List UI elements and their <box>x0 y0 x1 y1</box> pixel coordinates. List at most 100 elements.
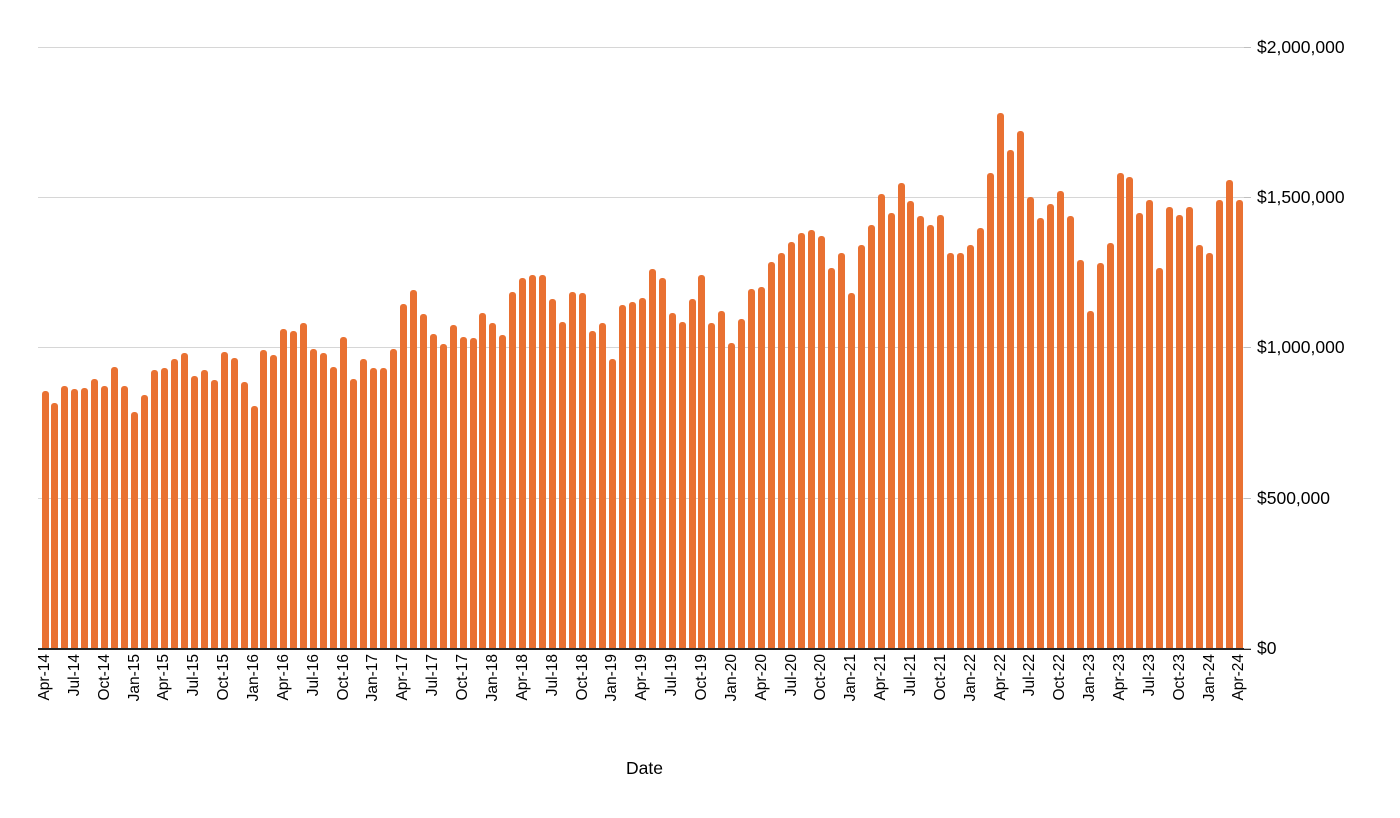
bar-Feb-20 <box>738 319 746 648</box>
bar-May-17 <box>409 290 417 648</box>
x-tick-label: Jan-19 <box>603 654 621 702</box>
bar-Sep-22 <box>1046 204 1054 648</box>
bar-Dec-22 <box>1076 260 1084 648</box>
bar-Jan-21 <box>847 293 855 648</box>
x-tick-label: Apr-18 <box>513 654 531 701</box>
x-tick-label: Jan-21 <box>842 654 860 702</box>
x-tick-label: Oct-22 <box>1051 654 1069 701</box>
bar-Jun-16 <box>300 323 308 648</box>
x-tick-label: Jul-23 <box>1140 654 1158 697</box>
bar-Jun-18 <box>539 275 547 648</box>
bar-Jul-16 <box>310 349 318 648</box>
x-tick-label: Jul-20 <box>782 654 800 697</box>
bar-May-16 <box>290 331 298 648</box>
x-tick-label: Apr-16 <box>274 654 292 701</box>
bar-May-14 <box>51 403 59 648</box>
bar-Oct-14 <box>101 386 109 648</box>
bar-Sep-15 <box>210 380 218 648</box>
bar-Aug-18 <box>559 322 567 648</box>
bar-Mar-23 <box>1106 243 1114 648</box>
bar-Jan-23 <box>1086 311 1094 648</box>
bar-Feb-15 <box>141 395 149 648</box>
bar-Dec-21 <box>957 253 965 648</box>
bar-Apr-20 <box>758 287 766 648</box>
bar-Jan-17 <box>369 368 377 648</box>
bar-Oct-16 <box>340 337 348 648</box>
bar-Feb-17 <box>379 368 387 648</box>
bar-Jan-20 <box>728 343 736 648</box>
bar-Dec-23 <box>1196 245 1204 648</box>
bar-Aug-19 <box>678 322 686 648</box>
bar-Nov-23 <box>1186 207 1194 648</box>
bar-Apr-19 <box>638 298 646 648</box>
bar-Nov-21 <box>947 253 955 648</box>
bar-Oct-19 <box>698 275 706 648</box>
x-tick-label: Jan-22 <box>961 654 979 702</box>
bar-Aug-16 <box>320 353 328 648</box>
bar-Jun-15 <box>180 353 188 648</box>
y-axis-tick <box>1244 196 1251 198</box>
x-tick-label: Oct-18 <box>573 654 591 701</box>
bar-Dec-16 <box>360 359 368 648</box>
bar-May-22 <box>1007 150 1015 648</box>
bar-Jul-17 <box>429 334 437 648</box>
x-tick-label: Jan-17 <box>364 654 382 702</box>
gridline <box>38 196 1251 198</box>
x-tick-label: Oct-23 <box>1170 654 1188 701</box>
x-tick-label: Apr-20 <box>752 654 770 701</box>
bar-Feb-18 <box>499 335 507 648</box>
bar-Nov-19 <box>708 323 716 648</box>
x-tick-label: Oct-15 <box>215 654 233 701</box>
x-tick-label: Jul-16 <box>304 654 322 697</box>
bar-Nov-17 <box>469 338 477 648</box>
bar-Aug-21 <box>917 216 925 648</box>
bar-Feb-24 <box>1216 200 1224 648</box>
bar-Apr-15 <box>160 368 168 648</box>
bar-Aug-20 <box>798 233 805 648</box>
bar-Sep-20 <box>807 230 815 648</box>
bar-Jul-18 <box>549 299 557 648</box>
bar-Apr-23 <box>1116 173 1124 648</box>
bar-Apr-14 <box>41 391 49 648</box>
x-tick-label: Jan-15 <box>125 654 143 702</box>
bar-Dec-19 <box>718 311 726 648</box>
bar-Sep-23 <box>1166 207 1174 648</box>
bar-Jan-24 <box>1206 253 1214 648</box>
x-tick-label: Jul-22 <box>1021 654 1039 697</box>
bar-Jan-16 <box>250 406 258 648</box>
bar-Apr-16 <box>280 329 288 648</box>
x-tick-label: Jan-24 <box>1200 654 1218 702</box>
bar-Feb-19 <box>618 305 626 648</box>
bar-Oct-18 <box>579 293 587 648</box>
x-tick-label: Apr-17 <box>394 654 412 701</box>
bar-Oct-22 <box>1056 191 1064 648</box>
x-tick-label: Oct-17 <box>454 654 472 701</box>
x-tick-label: Apr-22 <box>991 654 1009 701</box>
x-tick-label: Oct-14 <box>95 654 113 701</box>
bar-Dec-17 <box>479 313 487 648</box>
bar-Oct-20 <box>817 236 825 648</box>
bar-Jan-22 <box>967 245 975 648</box>
bar-May-21 <box>887 213 895 648</box>
bar-Sep-19 <box>688 299 696 648</box>
bar-Sep-16 <box>330 367 338 648</box>
bar-Dec-14 <box>121 386 129 648</box>
y-axis-tick <box>1244 347 1251 349</box>
bar-Feb-22 <box>977 228 985 648</box>
bar-Aug-15 <box>200 370 208 648</box>
bar-May-23 <box>1126 177 1134 648</box>
bar-May-19 <box>648 269 656 648</box>
bar-Mar-20 <box>748 289 756 648</box>
bar-Jun-14 <box>61 386 69 648</box>
bar-Jan-19 <box>608 359 616 648</box>
bar-Jul-20 <box>788 242 796 648</box>
y-axis-tick <box>1244 46 1251 48</box>
x-tick-label: Jul-21 <box>901 654 919 697</box>
bar-Aug-22 <box>1036 218 1044 648</box>
x-tick-label: Oct-19 <box>692 654 710 701</box>
y-tick-label: $0 <box>1257 638 1277 658</box>
bar-Dec-18 <box>598 323 606 648</box>
bar-Oct-21 <box>937 215 945 648</box>
x-tick-label: Jul-18 <box>543 654 561 697</box>
x-tick-label: Apr-19 <box>633 654 651 701</box>
